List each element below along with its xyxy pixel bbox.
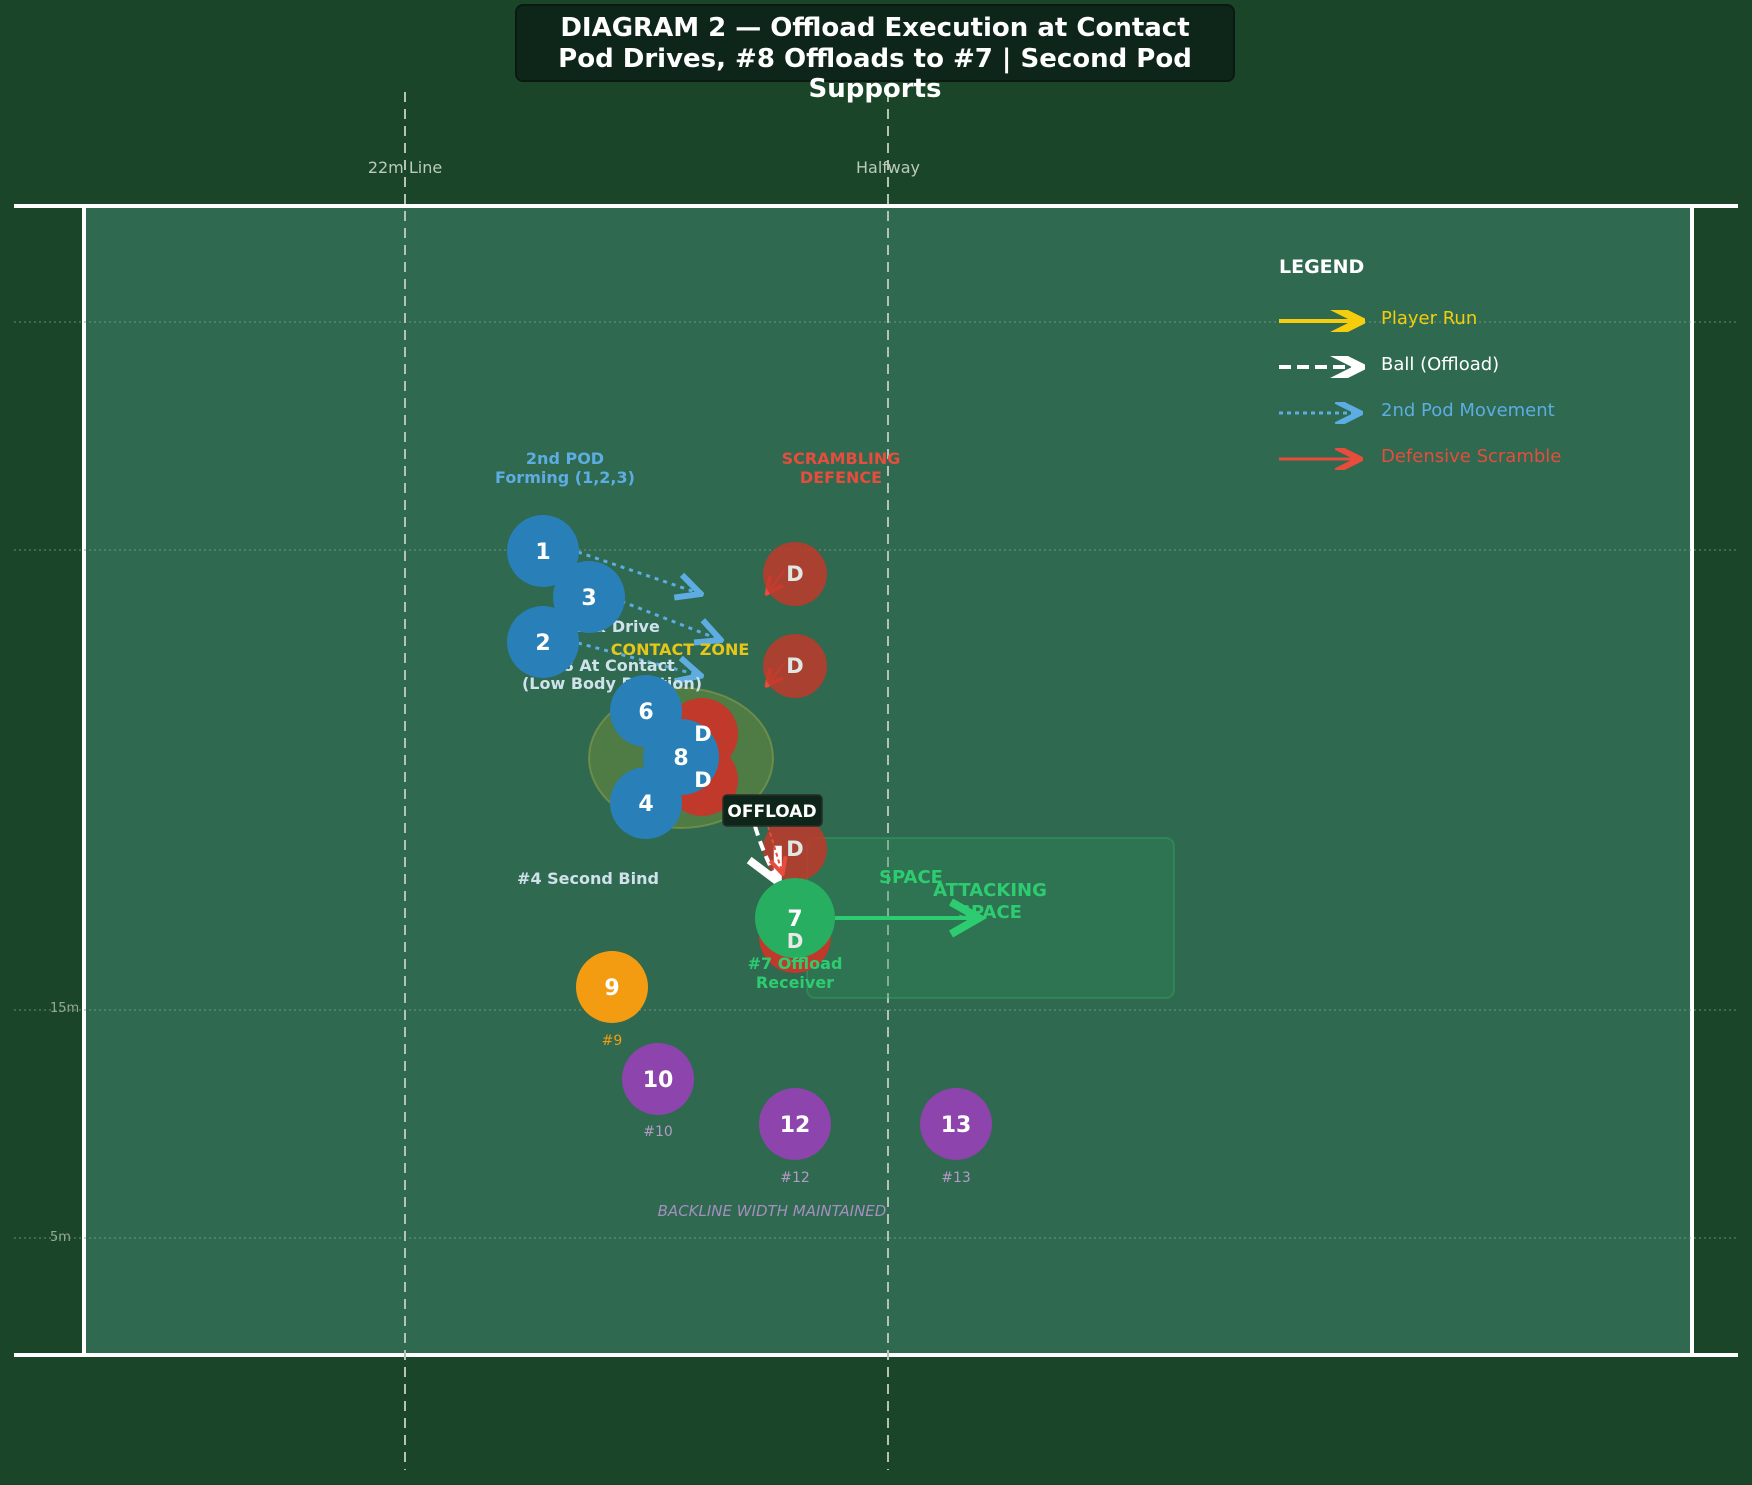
legend: LEGEND Player Run Ball (Offload) 2nd Pod… bbox=[1275, 252, 1605, 482]
halfway-label: Halfway bbox=[856, 158, 920, 177]
player-3-number: 3 bbox=[581, 586, 596, 611]
scrambling-label-2: DEFENCE bbox=[800, 468, 882, 487]
defender-scramble-2: D bbox=[763, 634, 827, 698]
legend-item-ball: Ball (Offload) bbox=[1275, 352, 1605, 382]
at-contact-label-1: #8 At Contact bbox=[549, 656, 675, 675]
guide-lines bbox=[14, 321, 1738, 1239]
legend-title: LEGEND bbox=[1279, 256, 1365, 278]
receiver-label-1: #7 Offload bbox=[748, 954, 843, 973]
player-1: 1 bbox=[507, 515, 579, 587]
player-4-number: 4 bbox=[638, 792, 653, 817]
player-13: 13 bbox=[920, 1088, 992, 1160]
legend-label-second-pod: 2nd Pod Movement bbox=[1381, 400, 1555, 421]
player-7: 7 bbox=[755, 878, 835, 958]
player-9-caption: #9 bbox=[602, 1033, 623, 1049]
space-label: SPACE bbox=[879, 867, 943, 888]
player-9: 9 bbox=[576, 951, 648, 1023]
player-8-number: 8 bbox=[673, 746, 688, 771]
diagram-title: DIAGRAM 2 — Offload Execution at Contact bbox=[560, 13, 1190, 43]
player-10-caption: #10 bbox=[643, 1124, 673, 1140]
player-8: 8 bbox=[643, 719, 719, 795]
mark-5m: 5m bbox=[50, 1230, 71, 1245]
attacking-space-label-1: ATTACKING bbox=[933, 880, 1047, 901]
legend-label-player-run: Player Run bbox=[1381, 308, 1478, 329]
red-arrow-icon bbox=[1279, 448, 1365, 470]
mark-15m: 15m bbox=[50, 1001, 80, 1016]
player-10-number: 10 bbox=[643, 1068, 674, 1093]
player-3: 3 bbox=[553, 561, 625, 633]
player-10: 10 bbox=[622, 1043, 694, 1115]
scrambling-label-1: SCRAMBLING bbox=[782, 449, 901, 468]
second-pod-label-1: 2nd POD bbox=[526, 449, 604, 468]
player-12: 12 bbox=[759, 1088, 831, 1160]
diagram-subtitle: Pod Drives, #8 Offloads to #7 | Second P… bbox=[558, 44, 1192, 104]
second-pod-label-2: Forming (1,2,3) bbox=[495, 468, 635, 487]
second-bind-label: #4 Second Bind bbox=[517, 869, 659, 888]
legend-item-player-run: Player Run bbox=[1275, 306, 1605, 336]
offload-tag: OFFLOAD bbox=[722, 794, 823, 827]
receiver-label-2: Receiver bbox=[756, 973, 834, 992]
diagram-title-box: DIAGRAM 2 — Offload Execution at Contact… bbox=[515, 4, 1235, 104]
player-1-number: 1 bbox=[535, 540, 550, 565]
yellow-arrow-icon bbox=[1279, 310, 1365, 332]
player-12-number: 12 bbox=[780, 1113, 811, 1138]
player-12-caption: #12 bbox=[780, 1170, 810, 1186]
contact-zone-label: CONTACT ZONE bbox=[611, 640, 750, 659]
offload-label: OFFLOAD bbox=[727, 802, 816, 822]
legend-label-defence: Defensive Scramble bbox=[1381, 446, 1562, 467]
defender-under-receiver-mark: D bbox=[787, 929, 804, 953]
defender-contact-2-mark: D bbox=[694, 768, 711, 792]
line-22m-label: 22m Line bbox=[367, 158, 443, 177]
defender-mark: D bbox=[786, 562, 803, 586]
white-dashed-arrow-icon bbox=[1279, 356, 1365, 378]
blue-dotted-arrow-icon bbox=[1279, 402, 1365, 424]
backline-width-label: BACKLINE WIDTH MAINTAINED bbox=[658, 1202, 887, 1220]
attacking-space-label-2: SPACE bbox=[958, 902, 1022, 923]
player-13-number: 13 bbox=[941, 1113, 972, 1138]
player-2: 2 bbox=[507, 606, 579, 678]
player-7-number: 7 bbox=[787, 907, 802, 932]
player-13-caption: #13 bbox=[941, 1170, 971, 1186]
defender-scramble-1: D bbox=[763, 542, 827, 606]
defender-mark: D bbox=[786, 837, 803, 861]
player-2-number: 2 bbox=[535, 631, 550, 656]
defender-chase-arrow bbox=[767, 825, 782, 872]
second-pod-arrows bbox=[577, 550, 718, 675]
legend-item-defence: Defensive Scramble bbox=[1275, 444, 1605, 474]
player-6-number: 6 bbox=[638, 700, 653, 725]
defender-mark: D bbox=[786, 654, 803, 678]
player-9-number: 9 bbox=[604, 976, 619, 1001]
defender-contact-1-mark: D bbox=[694, 722, 711, 746]
legend-item-second-pod: 2nd Pod Movement bbox=[1275, 398, 1605, 428]
legend-label-ball: Ball (Offload) bbox=[1381, 354, 1500, 375]
